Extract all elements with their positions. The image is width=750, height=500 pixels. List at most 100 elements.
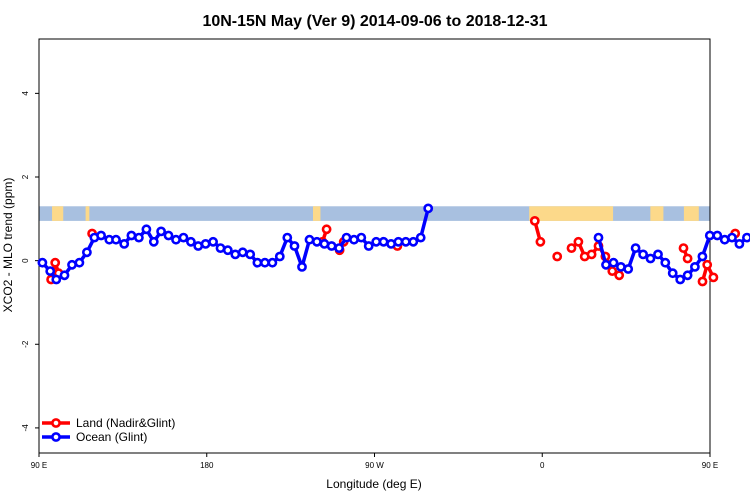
series-1-point-0-17 (163, 230, 174, 241)
series-0-point-8-0 (678, 243, 689, 253)
series-0-point-5-0 (529, 215, 540, 226)
series-1-point-0-10 (111, 234, 121, 245)
series-0-point-9-1 (702, 259, 713, 270)
series-1-point-0-49 (400, 236, 411, 247)
series-1-point-0-2 (51, 274, 62, 285)
series-1-point-1-4 (623, 264, 634, 274)
series-0-point-9-2 (708, 272, 719, 283)
series-1-point-1-2 (608, 257, 619, 268)
series-0-point-5-1 (535, 236, 546, 247)
series-1-point-0-11 (119, 238, 130, 249)
series-0-point-7-3 (586, 249, 597, 260)
series-1-point-1-7 (645, 253, 656, 264)
x-tick-label-4: 90 E (702, 461, 718, 470)
series-1-point-0-16 (156, 226, 166, 237)
y-tick-label-3: 2 (21, 174, 30, 179)
series-1-point-0-18 (171, 234, 181, 245)
y-tick-label-0: -4 (21, 424, 30, 432)
coverage-band (39, 206, 710, 221)
series-1-point-1-12 (682, 270, 693, 281)
series-1-point-0-46 (378, 236, 389, 247)
series-1-point-0-5 (74, 257, 85, 268)
series-1-point-0-20 (185, 236, 196, 247)
series-0-point-7-1 (573, 236, 584, 247)
series-1-point-1-20 (742, 232, 750, 243)
series-1-point-1-19 (734, 238, 745, 249)
series-1-point-0-44 (363, 241, 374, 251)
series-0-point-8-1 (682, 253, 693, 264)
y-axis-label: XCO2 - MLO trend (ppm) (1, 178, 15, 313)
land-band-4 (650, 206, 664, 221)
series-1-point-0-1 (45, 266, 56, 276)
series-1-point-1-16 (712, 230, 723, 241)
series-1-point-0-50 (408, 236, 419, 247)
series-1-point-0-27 (237, 247, 248, 258)
series-1-point-0-0 (37, 257, 48, 268)
series-1-point-0-12 (126, 230, 137, 241)
y-tick-label-4: 4 (21, 91, 30, 96)
legend-marker-1 (51, 432, 61, 442)
series-1-point-0-32 (274, 251, 285, 262)
series-1-point-0-22 (200, 238, 211, 249)
series-1-point-1-9 (660, 257, 671, 268)
series-1-point-1-1 (601, 259, 611, 270)
series-1-point-1-15 (704, 230, 715, 241)
x-tick-label-0: 90 E (31, 461, 47, 470)
series-0-point-7-0 (566, 243, 577, 253)
x-tick-label-2: 90 W (365, 461, 384, 470)
series-0-point-2-1 (321, 224, 332, 235)
series-1-point-0-3 (59, 270, 70, 281)
series-1-point-0-19 (178, 232, 189, 243)
series-1-point-0-13 (133, 232, 144, 243)
series-1-point-0-33 (282, 232, 293, 243)
legend: Land (Nadir&Glint)Ocean (Glint) (42, 416, 175, 444)
legend-label-0: Land (Nadir&Glint) (76, 416, 175, 430)
series-1-point-1-5 (630, 243, 641, 253)
series-0-point-6-0 (552, 251, 563, 262)
land-band-2 (312, 206, 321, 221)
series-1-point-1-10 (667, 268, 678, 279)
series-1-point-0-25 (222, 245, 233, 256)
x-axis-label: Longitude (deg E) (326, 477, 421, 491)
series-0-point-9-0 (697, 276, 708, 287)
y-tick-label-1: -2 (21, 340, 30, 348)
legend-label-1: Ocean (Glint) (76, 430, 147, 444)
series-1-point-1-6 (638, 249, 648, 260)
series-1-point-1-0 (593, 232, 604, 243)
series-1-point-0-37 (311, 236, 322, 247)
series-1-point-1-11 (675, 274, 686, 285)
x-axis: 90 E 180 90 W 0 90 E (31, 453, 718, 470)
series-1-point-1-8 (653, 249, 663, 260)
series-1-point-0-41 (341, 232, 352, 243)
series-1-point-0-34 (289, 241, 300, 251)
series-1-point-1-18 (727, 232, 737, 243)
series-1-point-0-28 (245, 249, 256, 260)
series-0-point-7-7 (614, 270, 625, 281)
series-1-point-1-13 (690, 261, 700, 272)
series-0-point-0-1 (50, 257, 61, 268)
series-1-point-0-15 (148, 236, 159, 247)
series-0-point-7-6 (607, 266, 618, 276)
series-1-point-0-23 (208, 236, 218, 247)
land-band-0 (52, 206, 64, 221)
series-1-point-0-14 (141, 224, 152, 235)
series-1-point-0-51 (415, 232, 426, 243)
series-1-point-0-40 (334, 243, 344, 253)
x-tick-label-3: 0 (540, 461, 545, 470)
land-band-3 (529, 206, 614, 221)
y-tick-label-2: 0 (21, 258, 30, 263)
legend-marker-0 (51, 418, 61, 428)
series-layer (37, 203, 750, 287)
series-1-point-0-6 (82, 247, 92, 258)
series-1-point-0-52 (423, 203, 434, 214)
series-1-point-0-39 (326, 241, 337, 251)
series-1 (37, 203, 750, 285)
series-1-point-0-8 (96, 230, 106, 241)
chart-title: 10N-15N May (Ver 9) 2014-09-06 to 2018-1… (202, 13, 547, 30)
land-band-1 (85, 206, 90, 221)
series-1-point-1-14 (697, 251, 708, 262)
land-band-5 (683, 206, 699, 221)
series-1-point-0-29 (252, 257, 263, 268)
series-1-point-0-31 (267, 257, 278, 268)
